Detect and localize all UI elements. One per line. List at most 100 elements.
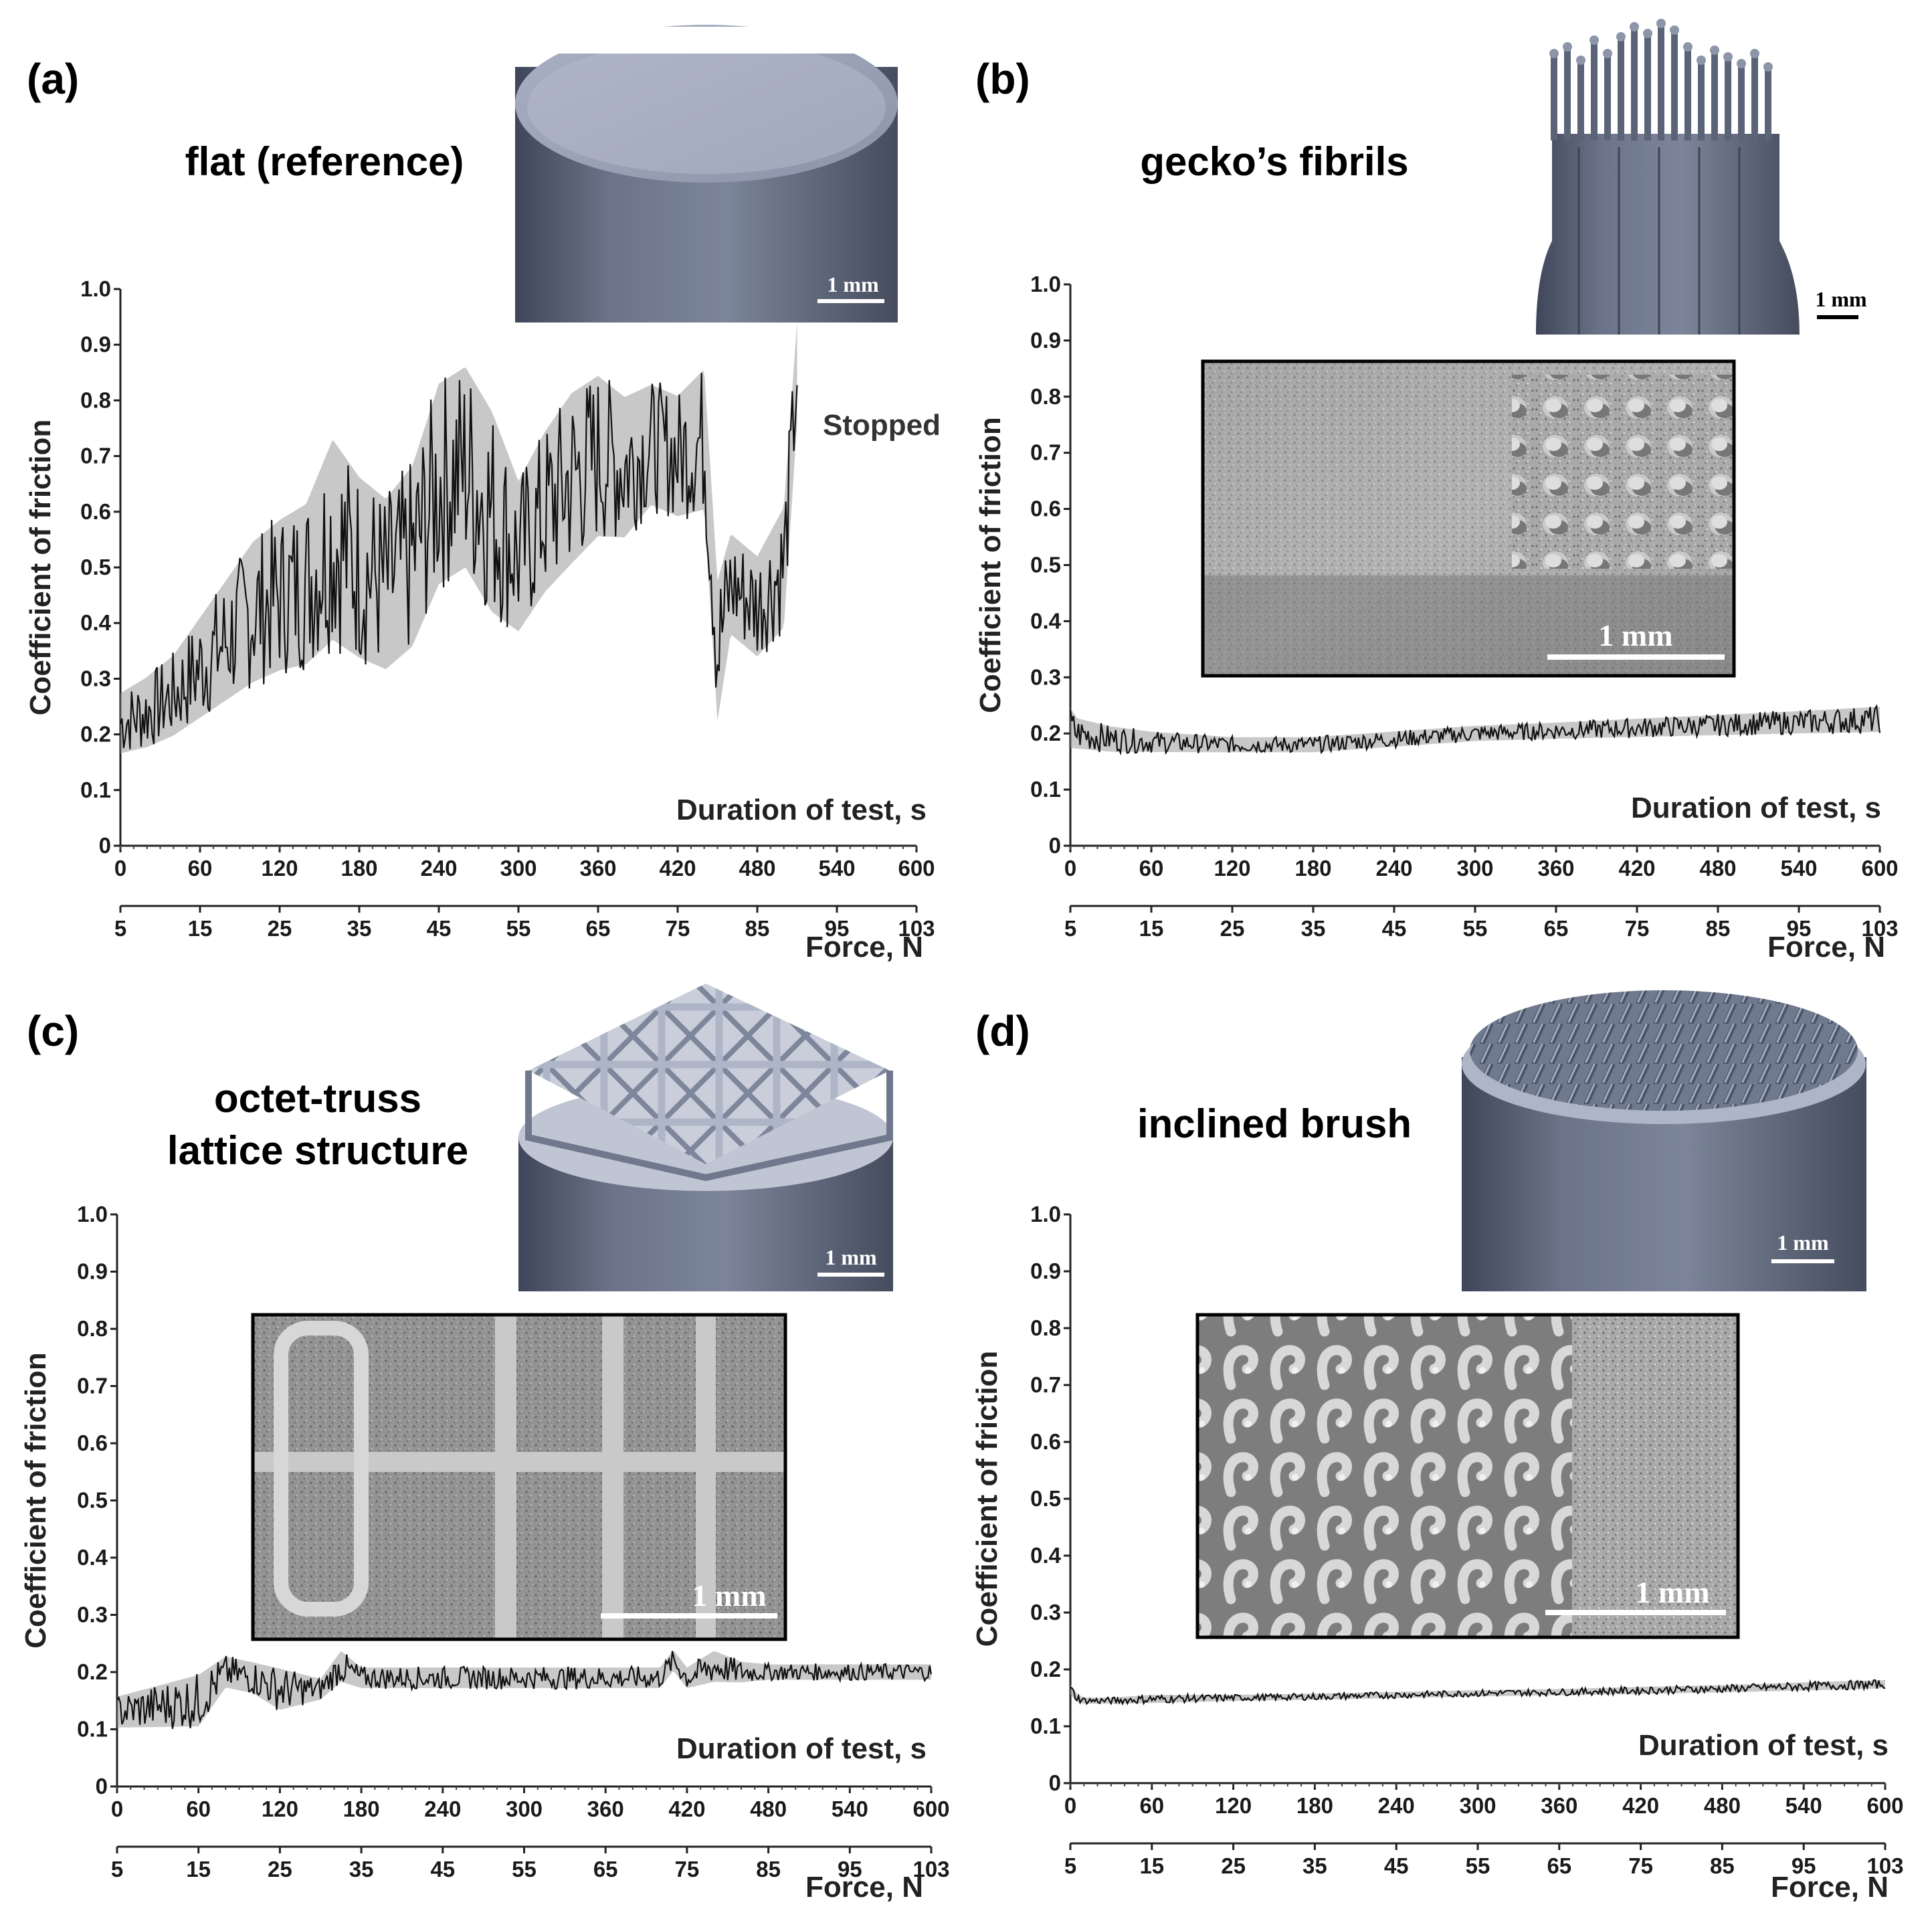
y-tick-label: 0.1 — [80, 777, 111, 802]
x-tick-label: 360 — [579, 856, 616, 881]
force-tick-label: 25 — [268, 1857, 292, 1882]
force-tick-label: 15 — [1139, 916, 1164, 941]
y-tick-label: 0.3 — [77, 1602, 108, 1627]
force-tick-label: 103 — [898, 916, 935, 941]
x-tick-label: 360 — [1537, 856, 1574, 881]
y-tick-label: 0.4 — [1030, 608, 1062, 633]
x-tick-label: 120 — [262, 1797, 298, 1821]
x-axis-title: Duration of test, s — [1631, 792, 1881, 824]
scale-bar-c: 1 mm — [817, 1245, 884, 1277]
force-tick-label: 75 — [1625, 916, 1650, 941]
scale-bar-b-label: 1 mm — [1815, 287, 1867, 311]
force-tick-label: 75 — [666, 916, 690, 941]
y-tick-label: 0.5 — [1030, 553, 1061, 577]
force-tick-label: 95 — [825, 916, 850, 941]
x-tick-label: 0 — [114, 856, 126, 881]
x-tick-label: 240 — [424, 1797, 461, 1821]
y-tick-label: 0.6 — [1030, 1429, 1061, 1454]
scale-bar-d-label: 1 mm — [1777, 1230, 1829, 1255]
scale-bar-c-label: 1 mm — [825, 1245, 877, 1269]
x-axis-title: Duration of test, s — [676, 794, 927, 826]
force-tick-label: 55 — [1463, 916, 1488, 941]
force-tick-label: 65 — [1547, 1853, 1571, 1878]
x-tick-label: 300 — [1459, 1793, 1496, 1818]
y-tick-label: 0.3 — [80, 666, 111, 691]
sem-image-c — [251, 1313, 787, 1641]
sem-scale-bar-d: 1 mm — [1545, 1575, 1726, 1615]
x-axis-title: Duration of test, s — [1638, 1729, 1889, 1762]
y-tick-label: 0.7 — [80, 444, 111, 468]
y-tick-label: 0 — [1049, 1770, 1061, 1795]
force-tick-label: 55 — [512, 1857, 537, 1882]
x-tick-label: 180 — [341, 856, 377, 881]
x-axis-title: Duration of test, s — [676, 1732, 927, 1765]
y-tick-label: 0.1 — [1030, 777, 1061, 802]
x-tick-label: 480 — [750, 1797, 787, 1821]
gecko-fibrils-inset — [1536, 19, 1800, 335]
force-tick-label: 75 — [1628, 1853, 1653, 1878]
force-tick-label: 35 — [349, 1857, 374, 1882]
series-envelope — [117, 1651, 931, 1728]
y-tick-label: 1.0 — [1030, 272, 1061, 296]
y-tick-label: 0 — [1049, 833, 1061, 858]
panel-caption: inclined brush — [1137, 1101, 1412, 1146]
x-tick-label: 120 — [261, 856, 298, 881]
x-tick-label: 480 — [739, 856, 775, 881]
force-axis-title: Force, N — [1767, 931, 1885, 964]
y-axis-title: Coefficient of friction — [974, 417, 1007, 713]
scale-bar-a: 1 mm — [817, 272, 884, 303]
force-tick-label: 25 — [1221, 1853, 1246, 1878]
force-tick-label: 103 — [912, 1857, 949, 1882]
force-tick-label: 65 — [593, 1857, 618, 1882]
y-tick-label: 1.0 — [77, 1202, 108, 1226]
x-tick-label: 540 — [818, 856, 855, 881]
force-tick-label: 55 — [506, 916, 531, 941]
x-tick-label: 300 — [500, 856, 537, 881]
y-tick-label: 0.9 — [1030, 1259, 1061, 1283]
force-tick-label: 65 — [1544, 916, 1569, 941]
x-tick-label: 240 — [1375, 856, 1412, 881]
y-tick-label: 0 — [99, 833, 111, 858]
panel-label: (d) — [975, 1007, 1030, 1055]
y-tick-label: 0.1 — [77, 1717, 108, 1742]
force-tick-label: 15 — [188, 916, 213, 941]
y-tick-label: 0.9 — [77, 1259, 108, 1284]
x-tick-label: 60 — [186, 1797, 211, 1821]
y-axis-title: Coefficient of friction — [24, 420, 57, 715]
y-tick-label: 0.4 — [80, 610, 112, 635]
y-tick-label: 0.5 — [1030, 1486, 1061, 1511]
x-tick-label: 120 — [1214, 856, 1250, 881]
y-tick-label: 0.1 — [1030, 1714, 1061, 1738]
force-tick-label: 95 — [1792, 1853, 1816, 1878]
force-axis-title: Force, N — [805, 1871, 923, 1904]
y-tick-label: 0.7 — [77, 1374, 108, 1398]
y-tick-label: 0.8 — [1030, 384, 1061, 409]
force-tick-label: 45 — [1382, 916, 1407, 941]
chart-panel-3: (d) inclined brush 0 0.1 0.2 0.3 0.4 0.5 0.6 0.7 0… — [971, 1007, 1904, 1904]
force-tick-label: 5 — [1064, 1853, 1076, 1878]
chart-panel-1: (b) gecko’s fibrils 0 0.1 0.2 0.3 0.4 0.5 0.6 0.7… — [974, 55, 1899, 964]
panel-label: (a) — [27, 55, 79, 103]
sem-scale-bar-b: 1 mm — [1547, 618, 1725, 660]
chart-panel-2: (c) octet-truss lattice structure 0 0.1 0.2 0.… — [19, 1007, 950, 1904]
force-tick-label: 25 — [1220, 916, 1245, 941]
y-tick-label: 0.2 — [80, 722, 111, 747]
force-axis-title: Force, N — [805, 931, 923, 964]
y-tick-label: 0.5 — [80, 555, 111, 579]
force-tick-label: 35 — [347, 916, 372, 941]
y-tick-label: 0.8 — [1030, 1315, 1061, 1340]
y-tick-label: 0 — [96, 1774, 108, 1799]
x-tick-label: 600 — [898, 856, 935, 881]
x-tick-label: 600 — [1866, 1793, 1903, 1818]
y-tick-label: 0.4 — [77, 1545, 108, 1570]
panel-caption: flat (reference) — [185, 139, 464, 184]
x-tick-label: 420 — [1622, 1793, 1659, 1818]
force-tick-label: 45 — [430, 1857, 455, 1882]
y-tick-label: 0.5 — [77, 1488, 108, 1513]
x-tick-label: 180 — [1296, 1793, 1333, 1818]
y-tick-label: 0.8 — [77, 1316, 108, 1341]
y-tick-label: 0.7 — [1030, 1372, 1061, 1397]
force-tick-label: 85 — [745, 916, 770, 941]
force-tick-label: 35 — [1302, 1853, 1327, 1878]
